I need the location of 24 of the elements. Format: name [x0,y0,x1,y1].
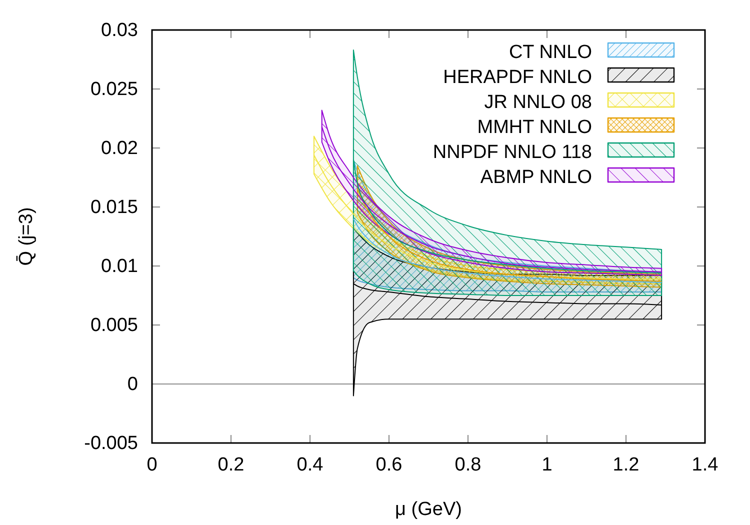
y-tick-label: 0.02 [101,138,138,160]
y-tick-label: 0.005 [90,315,138,336]
x-tick-label: 0.2 [218,454,244,476]
x-tick-label: 1 [542,454,552,476]
x-tick-label: 1.4 [692,454,719,476]
legend-label: CT NNLO [508,42,592,63]
legend-label: HERAPDF NNLO [443,67,592,88]
legend-label: ABMP NNLO [480,167,592,188]
x-tick-label: 0.4 [296,454,324,476]
y-tick-label: 0.01 [101,256,138,278]
y-tick-label: 0 [127,374,138,396]
y-tick-label: -0.005 [84,433,138,454]
legend-label: JR NNLO 08 [484,92,592,113]
x-tick-label: 0.8 [454,454,482,476]
y-axis-title: Q̄ (j=3) [16,207,37,266]
legend-label: NNPDF NNLO 118 [432,142,592,163]
y-tick-label: 0.025 [90,79,138,100]
x-axis-title: μ (GeV) [395,499,462,520]
legend-label: MMHT NNLO [477,117,592,138]
y-tick-label: 0.015 [90,197,138,218]
x-tick-label: 0.6 [376,454,402,476]
x-tick-label: 1.2 [612,454,640,476]
y-tick-label: 0.03 [101,20,138,42]
x-tick-label: 0 [146,454,158,476]
